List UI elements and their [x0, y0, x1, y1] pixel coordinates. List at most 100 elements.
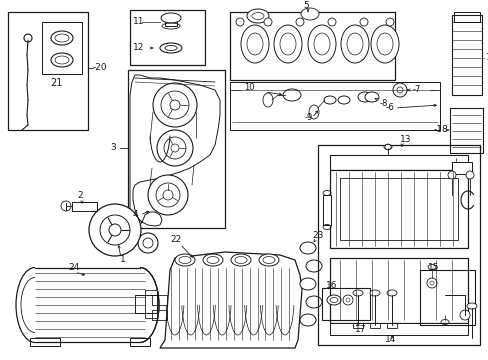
Ellipse shape — [370, 25, 398, 63]
Bar — [317, 145, 479, 345]
Bar — [30, 338, 60, 346]
Text: 2: 2 — [77, 192, 82, 201]
Ellipse shape — [346, 33, 362, 55]
Ellipse shape — [246, 33, 263, 55]
Circle shape — [264, 18, 271, 26]
Circle shape — [138, 233, 158, 253]
Bar — [323, 195, 330, 225]
Ellipse shape — [337, 96, 349, 104]
Circle shape — [459, 310, 469, 320]
Bar — [453, 12, 479, 22]
Circle shape — [465, 171, 473, 179]
Ellipse shape — [55, 56, 69, 64]
Bar — [128, 70, 224, 228]
Ellipse shape — [340, 25, 368, 63]
Text: -18: -18 — [432, 126, 447, 135]
Bar — [451, 15, 481, 95]
Ellipse shape — [203, 254, 223, 266]
Circle shape — [170, 100, 180, 110]
Bar — [135, 295, 157, 313]
Ellipse shape — [230, 254, 250, 266]
Ellipse shape — [164, 45, 177, 50]
Circle shape — [163, 190, 173, 200]
Bar — [145, 290, 157, 318]
Ellipse shape — [273, 25, 302, 63]
Bar — [449, 108, 482, 153]
Text: 3: 3 — [110, 144, 116, 153]
Ellipse shape — [364, 92, 378, 102]
Ellipse shape — [280, 33, 295, 55]
Circle shape — [392, 83, 406, 97]
Text: -20: -20 — [93, 63, 107, 72]
Ellipse shape — [376, 33, 392, 55]
Text: 12: 12 — [133, 44, 144, 53]
Circle shape — [295, 18, 304, 26]
Ellipse shape — [241, 25, 268, 63]
Circle shape — [447, 171, 455, 179]
Ellipse shape — [352, 290, 362, 296]
Ellipse shape — [357, 92, 371, 102]
Ellipse shape — [305, 260, 321, 272]
Bar — [329, 258, 467, 323]
Bar — [386, 323, 396, 328]
Text: 13: 13 — [399, 135, 411, 144]
Ellipse shape — [301, 8, 318, 20]
Text: 11: 11 — [133, 18, 144, 27]
Ellipse shape — [326, 295, 340, 305]
Bar — [329, 170, 467, 248]
Text: -9: -9 — [305, 113, 313, 122]
Bar — [329, 323, 467, 335]
Circle shape — [385, 18, 393, 26]
Circle shape — [163, 137, 185, 159]
Circle shape — [161, 91, 189, 119]
Bar — [164, 18, 177, 26]
Circle shape — [142, 238, 153, 248]
Circle shape — [61, 201, 71, 211]
Ellipse shape — [175, 254, 195, 266]
Ellipse shape — [307, 25, 335, 63]
Ellipse shape — [51, 31, 73, 45]
Ellipse shape — [51, 53, 73, 67]
Ellipse shape — [369, 290, 379, 296]
Text: 24: 24 — [68, 264, 79, 273]
Text: 14: 14 — [384, 336, 396, 345]
Text: 19: 19 — [485, 54, 488, 63]
Bar — [369, 323, 379, 328]
Bar — [419, 270, 474, 325]
Bar — [8, 12, 88, 130]
Bar — [321, 288, 369, 320]
Bar — [152, 310, 167, 320]
Ellipse shape — [313, 33, 329, 55]
Ellipse shape — [466, 303, 476, 309]
Text: -6: -6 — [385, 104, 394, 112]
Bar — [130, 10, 204, 65]
Bar — [352, 323, 362, 328]
Circle shape — [359, 18, 367, 26]
Text: 5: 5 — [303, 1, 308, 10]
Ellipse shape — [324, 96, 335, 104]
Circle shape — [109, 224, 121, 236]
Ellipse shape — [161, 13, 181, 23]
Circle shape — [156, 183, 180, 207]
Ellipse shape — [299, 314, 315, 326]
Circle shape — [157, 130, 193, 166]
Text: -8: -8 — [379, 99, 387, 108]
Ellipse shape — [55, 34, 69, 42]
Bar — [229, 12, 394, 80]
Circle shape — [153, 83, 197, 127]
Bar — [42, 22, 82, 74]
Ellipse shape — [259, 254, 279, 266]
Ellipse shape — [305, 296, 321, 308]
Ellipse shape — [299, 242, 315, 254]
Circle shape — [148, 175, 187, 215]
Text: 10: 10 — [244, 84, 254, 93]
Circle shape — [236, 18, 244, 26]
Bar — [229, 82, 439, 130]
Ellipse shape — [246, 9, 268, 23]
Circle shape — [100, 215, 130, 245]
Ellipse shape — [383, 144, 391, 149]
Text: 15: 15 — [427, 264, 439, 273]
Text: 22: 22 — [170, 235, 181, 244]
Circle shape — [327, 18, 335, 26]
Bar — [451, 162, 471, 174]
